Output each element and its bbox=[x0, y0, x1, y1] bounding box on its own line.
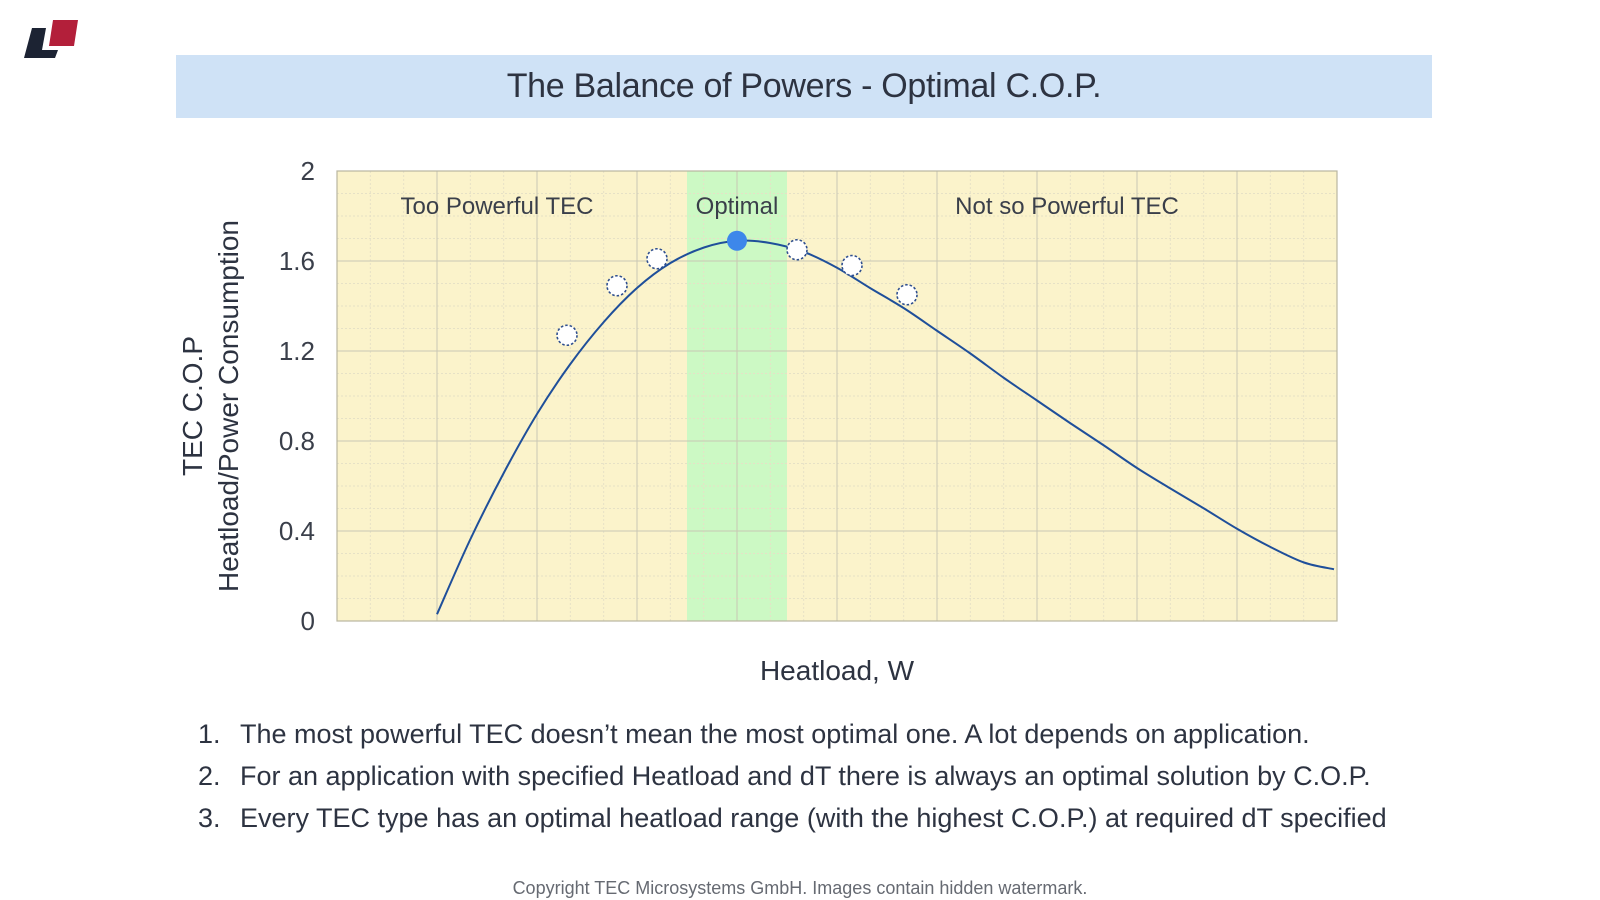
title-banner: The Balance of Powers - Optimal C.O.P. bbox=[176, 55, 1432, 118]
note-item: 2. For an application with specified Hea… bbox=[198, 755, 1418, 797]
note-number: 1. bbox=[198, 719, 221, 749]
data-point-marker bbox=[896, 283, 918, 306]
copyright-footer: Copyright TEC Microsystems GmbH. Images … bbox=[512, 878, 1088, 898]
plot-border bbox=[336, 170, 1338, 622]
y-tick-label: 0.4 bbox=[279, 516, 315, 546]
region-label: Too Powerful TEC bbox=[401, 193, 594, 220]
region-label: Optimal bbox=[696, 193, 779, 220]
note-number: 3. bbox=[198, 803, 221, 833]
data-point-marker bbox=[841, 254, 863, 277]
logo-mark bbox=[24, 20, 78, 58]
note-text: For an application with specified Heatlo… bbox=[240, 761, 1371, 791]
note-item: 3. Every TEC type has an optimal heatloa… bbox=[198, 797, 1418, 839]
page-title: The Balance of Powers - Optimal C.O.P. bbox=[506, 67, 1102, 105]
optimal-point-marker bbox=[727, 230, 747, 251]
data-point-marker bbox=[786, 238, 808, 261]
y-tick-label: 2 bbox=[301, 156, 315, 186]
data-point-marker bbox=[556, 324, 578, 347]
logo-dark-shape bbox=[24, 28, 58, 58]
note-text: Every TEC type has an optimal heatload r… bbox=[240, 803, 1387, 833]
y-axis-label: TEC C.O.P bbox=[177, 336, 208, 476]
y-tick-label: 1.6 bbox=[279, 246, 315, 276]
x-axis-label: Heatload, W bbox=[760, 655, 915, 686]
notes-list: 1. The most powerful TEC doesn’t mean th… bbox=[198, 713, 1418, 839]
note-item: 1. The most powerful TEC doesn’t mean th… bbox=[198, 713, 1418, 755]
y-tick-label: 0.8 bbox=[279, 426, 315, 456]
data-point-marker bbox=[646, 247, 668, 270]
y-tick-label: 1.2 bbox=[279, 336, 315, 366]
y-axis-sublabel: Heatload/Power Consumption bbox=[213, 220, 244, 592]
data-point-marker bbox=[606, 274, 628, 297]
y-tick-label: 0 bbox=[301, 606, 315, 636]
region-label: Not so Powerful TEC bbox=[955, 193, 1179, 220]
company-logo bbox=[22, 18, 82, 60]
optimal-band bbox=[687, 171, 787, 621]
plot-background bbox=[337, 171, 1337, 621]
logo-red-shape bbox=[49, 20, 78, 46]
note-text: The most powerful TEC doesn’t mean the m… bbox=[240, 719, 1310, 749]
note-number: 2. bbox=[198, 761, 221, 791]
cop-curve bbox=[436, 239, 1335, 615]
